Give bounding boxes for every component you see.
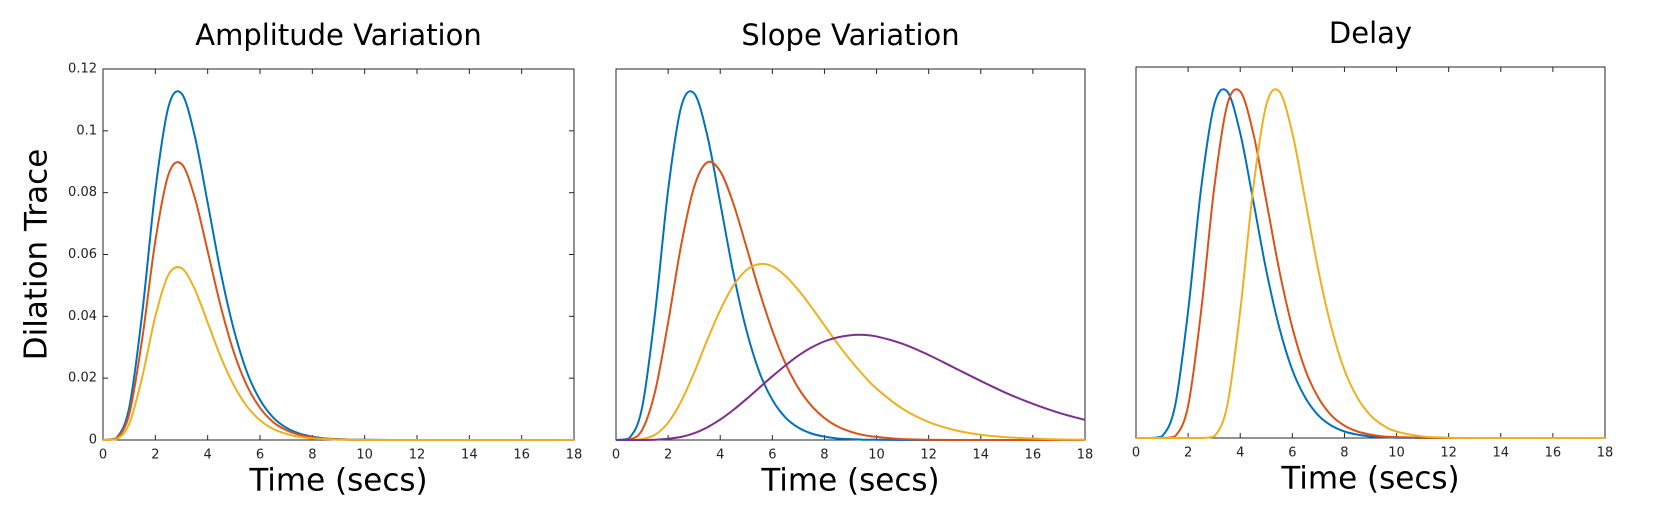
x-tick-label: 14 <box>1493 446 1510 461</box>
plot-area <box>102 68 575 441</box>
x-tick-label: 12 <box>409 448 426 463</box>
chart-title: Delay <box>1329 16 1412 50</box>
x-axis-label: Time (secs) <box>1280 461 1459 497</box>
x-tick-label: 8 <box>1340 446 1348 461</box>
x-tick-label: 0 <box>99 448 107 463</box>
data-line <box>615 160 1085 441</box>
x-tick-label: 18 <box>1597 446 1614 461</box>
y-tick-label: 0.08 <box>68 185 97 200</box>
x-tick-label: 12 <box>920 448 937 463</box>
plot-area <box>615 68 1086 441</box>
y-axis-label: Dilation Trace <box>19 149 55 361</box>
x-tick-label: 0 <box>1132 446 1140 461</box>
y-tick-label: 0.04 <box>68 309 97 324</box>
y-tick-label: 0.02 <box>68 371 97 386</box>
chart-title: Amplitude Variation <box>195 18 482 52</box>
x-tick-label: 14 <box>461 448 478 463</box>
x-tick-label: 10 <box>868 448 885 463</box>
x-tick-label: 2 <box>664 448 672 463</box>
x-tick-label: 12 <box>1440 446 1457 461</box>
data-line <box>616 333 1086 441</box>
x-tick-label: 8 <box>820 448 828 463</box>
x-tick-label: 2 <box>151 448 159 463</box>
x-tick-label: 6 <box>768 448 776 463</box>
x-tick-label: 10 <box>1388 446 1405 461</box>
x-tick-label: 14 <box>973 448 990 463</box>
x-tick-label: 6 <box>1288 446 1296 461</box>
x-axis-label: Time (secs) <box>760 463 939 499</box>
x-tick-label: 8 <box>308 448 316 463</box>
y-tick-label: 0 <box>89 433 97 448</box>
x-tick-label: 16 <box>1545 446 1562 461</box>
data-line <box>616 262 1086 441</box>
x-tick-label: 16 <box>1025 448 1042 463</box>
x-axis-label: Time (secs) <box>248 463 427 499</box>
x-tick-label: 6 <box>256 448 264 463</box>
x-tick-label: 0 <box>612 448 620 463</box>
chart-title: Slope Variation <box>741 18 959 52</box>
y-tick-label: 0.1 <box>76 123 97 138</box>
plot-area <box>1135 66 1606 439</box>
x-tick-label: 2 <box>1184 446 1192 461</box>
data-line <box>1135 88 1605 439</box>
y-tick-label: 0.12 <box>68 62 97 77</box>
x-tick-label: 18 <box>1077 448 1094 463</box>
x-tick-label: 18 <box>566 448 583 463</box>
y-tick-label: 0.06 <box>68 247 97 262</box>
x-tick-label: 4 <box>1236 446 1244 461</box>
x-tick-label: 10 <box>356 448 373 463</box>
x-tick-label: 4 <box>204 448 212 463</box>
x-tick-label: 16 <box>513 448 530 463</box>
data-line <box>102 266 574 441</box>
x-tick-label: 4 <box>716 448 724 463</box>
